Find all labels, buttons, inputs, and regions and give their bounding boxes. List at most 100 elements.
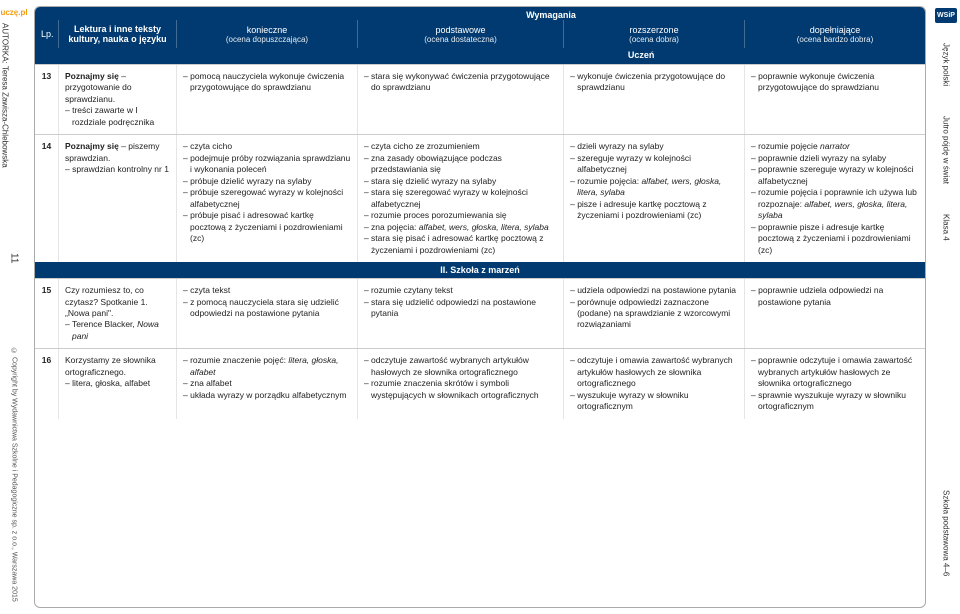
li: stara się wykonywać ćwiczenia przygotowu…	[364, 71, 557, 94]
cell-lektura: Poznajmy się – piszemy sprawdzian. spraw…	[59, 135, 177, 262]
cell-k: czyta cicho podejmuje próby rozwiązania …	[177, 135, 358, 262]
li: próbuje dzielić wyrazy na sylaby	[183, 176, 351, 187]
li: rozumie pojęcie narrator	[751, 141, 919, 152]
uczen-label: Uczeń	[357, 48, 925, 64]
left-sidebar: uczę.pl AUTORKA: Teresa Zawisza-Chlebows…	[0, 0, 28, 614]
copyright: © Copyright by Wydawnictwa Szkolne i Ped…	[11, 348, 18, 602]
cell-lektura: Korzystamy ze słownika ortograficznego. …	[59, 349, 177, 418]
txt: Terence Blacker,	[72, 319, 137, 329]
col-rozszerzone: rozszerzone (ocena dobra)	[564, 20, 745, 48]
cell-d: poprawnie odczytuje i omawia zawartość w…	[745, 349, 925, 418]
li: stara się szeregować wyrazy w kolejności…	[364, 187, 557, 210]
col-p-sub: (ocena dostateczna)	[364, 35, 557, 44]
book-label: Jutro pójdę w świat	[942, 116, 951, 184]
li: poprawnie odczytuje i omawia zawartość w…	[751, 355, 919, 389]
li: rozumie znaczenie pojęć: litera, głoska,…	[183, 355, 351, 378]
table-body: 13 Poznajmy się – przygotowanie do spraw…	[35, 64, 925, 607]
li: odczytuje zawartość wybranych artykułów …	[364, 355, 557, 378]
cell-k: czyta tekst z pomocą nauczyciela stara s…	[177, 279, 358, 348]
col-d-sub: (ocena bardzo dobra)	[751, 35, 919, 44]
li: rozumie pojęcia: alfabet, wers, głoska, …	[570, 176, 738, 199]
table-row: 16 Korzystamy ze słownika ortograficzneg…	[35, 348, 925, 418]
main-table: Wymagania Lp. Lektura i inne teksty kult…	[34, 6, 926, 608]
cell-p: czyta cicho ze zrozumieniem zna zasady o…	[358, 135, 564, 262]
col-k-title: konieczne	[183, 25, 351, 35]
li: zna pojęcia: alfabet, wers, głoska, lite…	[364, 222, 557, 233]
page-number: 11	[9, 253, 20, 263]
col-d-title: dopełniające	[751, 25, 919, 35]
li: pisze i adresuje kartkę pocztową z życze…	[570, 199, 738, 222]
grade-label: Klasa 4	[942, 214, 951, 241]
school-label: Szkoła podstawowa 4–6	[942, 490, 951, 576]
table-row: 13 Poznajmy się – przygotowanie do spraw…	[35, 64, 925, 134]
li: poprawnie pisze i adresuje kartkę poczto…	[751, 222, 919, 256]
li: rozumie pojęcia i poprawnie ich używa lu…	[751, 187, 919, 221]
logo: uczę.pl	[0, 8, 27, 17]
li: czyta cicho	[183, 141, 351, 152]
table-row: 15 Czy rozumiesz to, co czytasz? Spotkan…	[35, 278, 925, 348]
table-header: Wymagania Lp. Lektura i inne teksty kult…	[35, 7, 925, 64]
li: układa wyrazy w porządku alfabetycznym	[183, 390, 351, 401]
cell-d: rozumie pojęcie narrator poprawnie dziel…	[745, 135, 925, 262]
li: poprawnie dzieli wyrazy na sylaby	[751, 153, 919, 164]
italic: narrator	[820, 141, 850, 151]
lek-text: Czy rozumiesz to, co czytasz? Spotkanie …	[65, 285, 148, 318]
wsip-badge: WSiP	[935, 8, 957, 23]
li: próbuje pisać i adresować kartkę pocztow…	[183, 210, 351, 244]
lek-text: Korzystamy ze słownika ortograficznego.	[65, 355, 156, 376]
cell-k: pomocą nauczyciela wykonuje ćwiczenia pr…	[177, 65, 358, 134]
cell-lp: 14	[35, 135, 59, 262]
li: pomocą nauczyciela wykonuje ćwiczenia pr…	[183, 71, 351, 94]
col-p-title: podstawowe	[364, 25, 557, 35]
table-row: 14 Poznajmy się – piszemy sprawdzian. sp…	[35, 134, 925, 262]
cell-p: odczytuje zawartość wybranych artykułów …	[358, 349, 564, 418]
italic: alfabet, wers, głoska, litera, sylaba	[419, 222, 549, 232]
li: rozumie znaczenia skrótów i symboli wyst…	[364, 378, 557, 401]
cell-lektura: Czy rozumiesz to, co czytasz? Spotkanie …	[59, 279, 177, 348]
cell-k: rozumie znaczenie pojęć: litera, głoska,…	[177, 349, 358, 418]
lek-bold: Poznajmy się	[65, 71, 119, 81]
lek-item: Terence Blacker, Nowa pani	[65, 319, 170, 342]
li: próbuje szeregować wyrazy w kolejności a…	[183, 187, 351, 210]
cell-p: rozumie czytany tekst stara się udzielić…	[358, 279, 564, 348]
cell-lp: 16	[35, 349, 59, 418]
col-podstawowe: podstawowe (ocena dostateczna)	[358, 20, 564, 48]
li: poprawnie szereguje wyrazy w kolejności …	[751, 164, 919, 187]
lek-item: litera, głoska, alfabet	[65, 378, 170, 389]
cell-d: poprawnie wykonuje ćwiczenia przygotowuj…	[745, 65, 925, 134]
li: czyta cicho ze zrozumieniem	[364, 141, 557, 152]
li: wykonuje ćwiczenia przygotowujące do spr…	[570, 71, 738, 94]
li: rozumie czytany tekst	[364, 285, 557, 296]
cell-r: dzieli wyrazy na sylaby szereguje wyrazy…	[564, 135, 745, 262]
li: zna alfabet	[183, 378, 351, 389]
wymagania-label: Wymagania	[177, 7, 925, 20]
col-dopelniajace: dopełniające (ocena bardzo dobra)	[745, 20, 925, 48]
li: poprawnie udziela odpowiedzi na postawio…	[751, 285, 919, 308]
cell-lp: 13	[35, 65, 59, 134]
li: czyta tekst	[183, 285, 351, 296]
li: odczytuje i omawia zawartość wybranych a…	[570, 355, 738, 389]
li: podejmuje próby rozwiązania sprawdzianu …	[183, 153, 351, 176]
right-sidebar: WSiP Język polski Jutro pójdę w świat Kl…	[932, 0, 960, 614]
li: z pomocą nauczyciela stara się udzielić …	[183, 297, 351, 320]
txt: rozumie pojęcia:	[577, 176, 641, 186]
author-label: AUTORKA: Teresa Zawisza-Chlebowska	[0, 23, 9, 168]
lek-item: treści zawarte w I rozdziale podręcznika	[65, 105, 170, 128]
li: stara się dzielić wyrazy na sylaby	[364, 176, 557, 187]
li: udziela odpowiedzi na postawione pytania	[570, 285, 738, 296]
li: dzieli wyrazy na sylaby	[570, 141, 738, 152]
col-r-title: rozszerzone	[570, 25, 738, 35]
li: porównuje odpowiedzi zaznaczone (podane)…	[570, 297, 738, 331]
txt: rozumie pojęcie	[758, 141, 820, 151]
li: poprawnie wykonuje ćwiczenia przygotowuj…	[751, 71, 919, 94]
cell-r: odczytuje i omawia zawartość wybranych a…	[564, 349, 745, 418]
lek-item: sprawdzian kontrolny nr 1	[65, 164, 170, 175]
li: wyszukuje wyrazy w słowniku ortograficzn…	[570, 390, 738, 413]
cell-r: wykonuje ćwiczenia przygotowujące do spr…	[564, 65, 745, 134]
cell-lektura: Poznajmy się – przygotowanie do sprawdzi…	[59, 65, 177, 134]
col-lp: Lp.	[35, 20, 59, 48]
txt: zna pojęcia:	[371, 222, 419, 232]
subject-label: Język polski	[942, 43, 951, 86]
cell-r: udziela odpowiedzi na postawione pytania…	[564, 279, 745, 348]
section-header: II. Szkoła z marzeń	[35, 262, 925, 278]
